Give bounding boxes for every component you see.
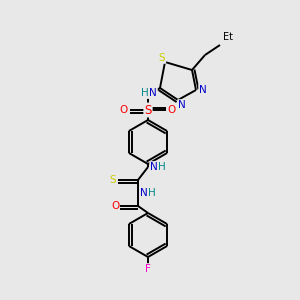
Text: N: N bbox=[150, 162, 158, 172]
Text: H: H bbox=[141, 88, 149, 98]
Text: O: O bbox=[120, 105, 128, 115]
Text: O: O bbox=[168, 105, 176, 115]
Text: N: N bbox=[199, 85, 207, 95]
Text: N: N bbox=[140, 188, 148, 198]
Text: S: S bbox=[144, 103, 152, 116]
Text: N: N bbox=[149, 88, 157, 98]
Text: N: N bbox=[178, 100, 186, 110]
Text: O: O bbox=[111, 201, 119, 211]
Text: F: F bbox=[145, 264, 151, 274]
Text: S: S bbox=[159, 53, 165, 63]
Text: Et: Et bbox=[223, 32, 233, 42]
Text: S: S bbox=[110, 175, 116, 185]
Text: H: H bbox=[158, 162, 166, 172]
Text: H: H bbox=[148, 188, 156, 198]
